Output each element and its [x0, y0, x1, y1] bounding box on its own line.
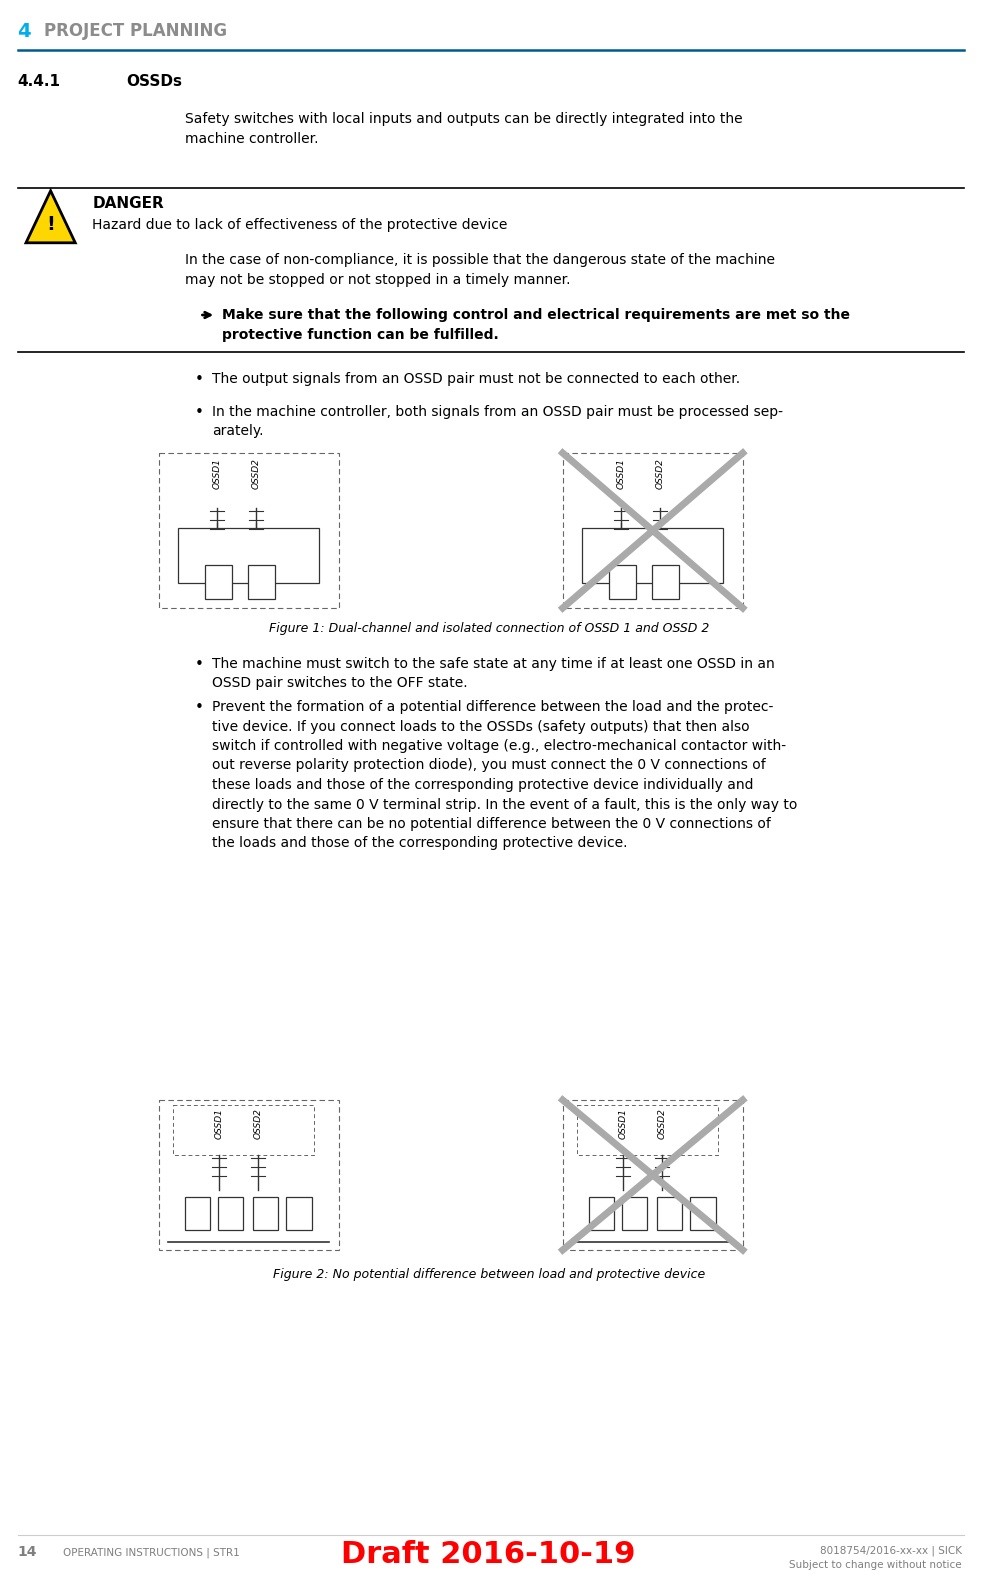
Text: Safety switches with local inputs and outputs can be directly integrated into th: Safety switches with local inputs and ou… [185, 112, 742, 145]
Bar [589, 1197, 614, 1230]
Bar [158, 454, 338, 609]
Text: •: • [195, 700, 204, 715]
Bar [689, 1197, 715, 1230]
Bar [248, 564, 274, 599]
Text: In the machine controller, both signals from an OSSD pair must be processed sep‑: In the machine controller, both signals … [212, 405, 782, 438]
Bar [652, 564, 678, 599]
Text: Figure 1: Dual-channel and isolated connection of OSSD 1 and OSSD 2: Figure 1: Dual-channel and isolated conn… [268, 621, 708, 636]
Text: 4.4.1: 4.4.1 [17, 74, 60, 89]
Text: Prevent the formation of a potential difference between the load and the protec‑: Prevent the formation of a potential dif… [212, 700, 796, 851]
Text: OSSD2: OSSD2 [655, 458, 664, 489]
Text: •: • [195, 372, 204, 387]
Text: 4: 4 [17, 22, 31, 41]
Bar [178, 528, 319, 583]
Bar [185, 1197, 210, 1230]
Text: OPERATING INSTRUCTIONS | STR1: OPERATING INSTRUCTIONS | STR1 [63, 1546, 240, 1557]
Bar [656, 1197, 682, 1230]
Bar [582, 528, 722, 583]
Bar [158, 1100, 338, 1251]
Bar [609, 564, 635, 599]
Bar [562, 1100, 742, 1251]
Text: Draft 2016-10-19: Draft 2016-10-19 [341, 1540, 635, 1568]
Text: Make sure that the following control and electrical requirements are met so the
: Make sure that the following control and… [222, 308, 850, 341]
Text: OSSD2: OSSD2 [253, 1108, 262, 1138]
Text: 8018754/2016-xx-xx | SICK
Subject to change without notice: 8018754/2016-xx-xx | SICK Subject to cha… [788, 1545, 961, 1570]
Text: OSSD1: OSSD1 [215, 1108, 224, 1138]
Text: OSSD2: OSSD2 [657, 1108, 666, 1138]
Text: Figure 2: No potential difference between load and protective device: Figure 2: No potential difference betwee… [272, 1268, 704, 1281]
Text: PROJECT PLANNING: PROJECT PLANNING [44, 22, 227, 40]
Text: The machine must switch to the safe state at any time if at least one OSSD in an: The machine must switch to the safe stat… [212, 658, 774, 691]
Text: •: • [195, 405, 204, 421]
Text: Hazard due to lack of effectiveness of the protective device: Hazard due to lack of effectiveness of t… [92, 218, 508, 232]
Text: !: ! [46, 215, 55, 234]
Text: 14: 14 [17, 1545, 37, 1559]
Polygon shape [26, 191, 75, 243]
Text: OSSD1: OSSD1 [213, 458, 222, 489]
Bar [206, 564, 232, 599]
Text: OSSD1: OSSD1 [618, 1108, 627, 1138]
Bar [622, 1197, 647, 1230]
Bar [218, 1197, 243, 1230]
Text: •: • [195, 658, 204, 672]
Bar [253, 1197, 278, 1230]
Text: OSSD1: OSSD1 [616, 458, 625, 489]
Text: DANGER: DANGER [92, 196, 164, 210]
Text: The output signals from an OSSD pair must not be connected to each other.: The output signals from an OSSD pair mus… [212, 372, 739, 386]
Text: OSSDs: OSSDs [126, 74, 183, 89]
Bar [174, 1105, 314, 1156]
Text: OSSD2: OSSD2 [252, 458, 260, 489]
Bar [562, 454, 742, 609]
Bar [577, 1105, 718, 1156]
Text: In the case of non-compliance, it is possible that the dangerous state of the ma: In the case of non-compliance, it is pos… [185, 253, 774, 288]
Bar [286, 1197, 311, 1230]
